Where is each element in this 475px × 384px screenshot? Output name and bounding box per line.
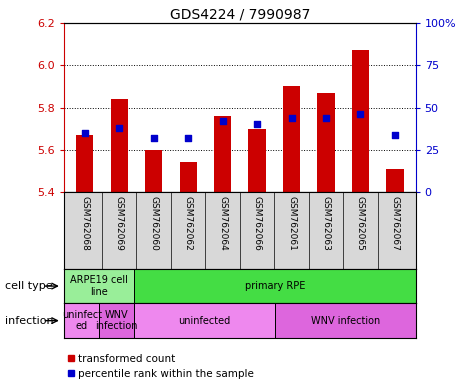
Bar [64, 303, 99, 338]
Text: infection: infection [5, 316, 53, 326]
Bar [352, 50, 369, 192]
Text: GSM762062: GSM762062 [184, 196, 193, 251]
Text: GSM762067: GSM762067 [390, 196, 399, 251]
Text: primary RPE: primary RPE [245, 281, 305, 291]
Point [184, 135, 192, 141]
Point [357, 111, 364, 118]
Bar [317, 93, 335, 192]
Text: WNV
infection: WNV infection [95, 310, 138, 331]
Text: uninfect
ed: uninfect ed [62, 310, 102, 331]
Text: GSM762063: GSM762063 [322, 196, 331, 251]
Point [219, 118, 227, 124]
Bar [134, 269, 416, 303]
Bar [180, 162, 197, 192]
Text: GSM762066: GSM762066 [253, 196, 262, 251]
Bar [76, 135, 94, 192]
Bar [248, 129, 266, 192]
Point [391, 131, 399, 137]
Text: cell type: cell type [5, 281, 52, 291]
Bar [111, 99, 128, 192]
Text: GSM762061: GSM762061 [287, 196, 296, 251]
Point [81, 130, 89, 136]
Point [322, 114, 330, 121]
Bar [386, 169, 404, 192]
Text: uninfected: uninfected [179, 316, 231, 326]
Bar [64, 269, 134, 303]
Text: GSM762060: GSM762060 [149, 196, 158, 251]
Text: WNV infection: WNV infection [311, 316, 380, 326]
Text: GSM762068: GSM762068 [80, 196, 89, 251]
Legend: transformed count, percentile rank within the sample: transformed count, percentile rank withi… [67, 354, 254, 379]
Text: GSM762069: GSM762069 [115, 196, 124, 251]
Point [288, 114, 295, 121]
Bar [99, 303, 134, 338]
Point [150, 135, 158, 141]
Point [253, 121, 261, 127]
Text: ARPE19 cell
line: ARPE19 cell line [70, 275, 128, 297]
Bar [214, 116, 231, 192]
Text: GSM762064: GSM762064 [218, 196, 227, 251]
Bar [145, 150, 162, 192]
Point [115, 125, 123, 131]
Text: GSM762065: GSM762065 [356, 196, 365, 251]
Bar [283, 86, 300, 192]
Bar [134, 303, 275, 338]
Title: GDS4224 / 7990987: GDS4224 / 7990987 [170, 8, 310, 22]
Bar [275, 303, 416, 338]
